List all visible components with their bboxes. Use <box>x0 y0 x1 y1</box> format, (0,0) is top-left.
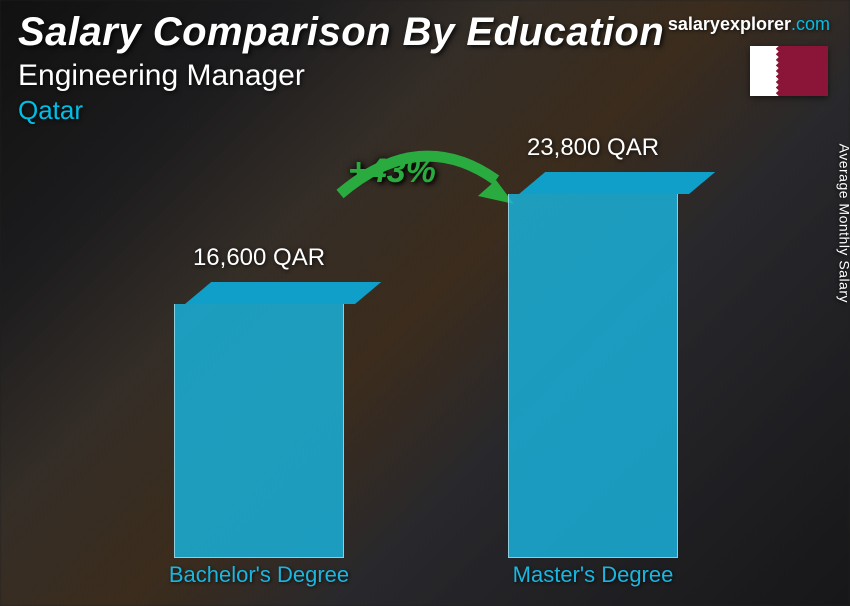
y-axis-label: Average Monthly Salary <box>836 144 850 303</box>
salary-bar-chart: +43% 16,600 QAR Bachelor's Degree 23,800… <box>0 146 820 586</box>
bar-bachelors: 16,600 QAR Bachelor's Degree <box>174 282 344 558</box>
percent-increase-badge: +43% <box>348 152 436 191</box>
bar-value-label: 23,800 QAR <box>527 134 659 162</box>
job-title: Engineering Manager <box>18 59 832 93</box>
brand-domain: .com <box>791 14 830 34</box>
bar-value-label: 16,600 QAR <box>193 244 325 272</box>
qatar-flag-icon <box>750 46 828 96</box>
bar-category-label: Bachelor's Degree <box>169 562 349 588</box>
brand-name: salaryexplorer <box>668 14 791 34</box>
bar-masters: 23,800 QAR Master's Degree <box>508 172 678 558</box>
country-name: Qatar <box>18 95 832 126</box>
brand-logo: salaryexplorer.com <box>668 14 830 35</box>
bar-category-label: Master's Degree <box>513 562 674 588</box>
